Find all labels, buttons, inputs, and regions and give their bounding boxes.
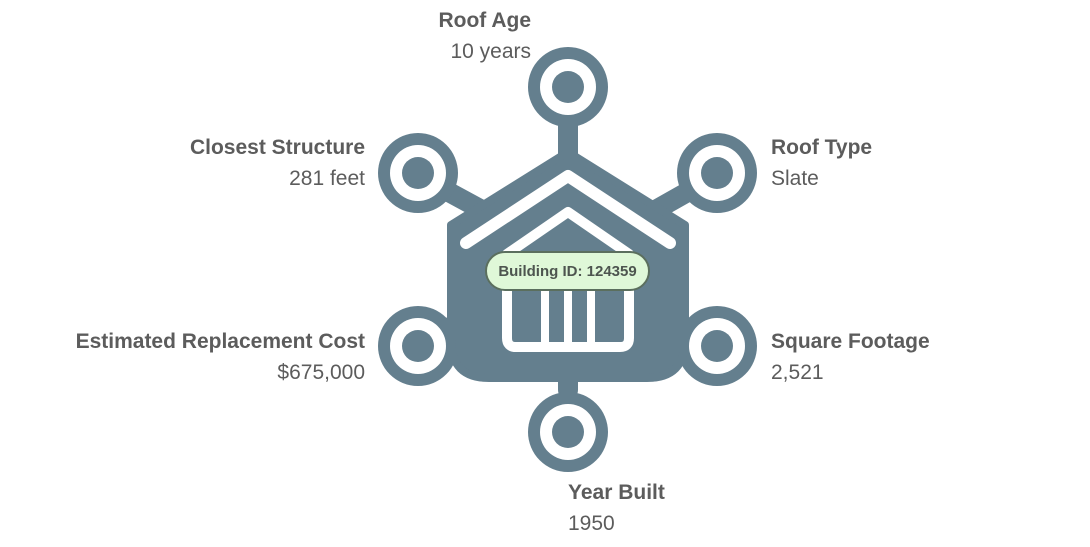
roof-type-title: Roof Type bbox=[771, 136, 873, 159]
square-footage-title: Square Footage bbox=[771, 330, 930, 353]
roof-age-label: Roof Age 10 years bbox=[365, 10, 531, 62]
year-built-label: Year Built 1950 bbox=[568, 482, 768, 534]
estimated-replacement-cost-title: Estimated Replacement Cost bbox=[75, 330, 365, 353]
estimated-replacement-cost-label: Estimated Replacement Cost $675,000 bbox=[20, 331, 365, 383]
roof-type-label: Roof Type Slate bbox=[771, 137, 991, 189]
closest-structure-label: Closest Structure 281 feet bbox=[120, 137, 365, 189]
roof-age-title: Roof Age bbox=[438, 9, 531, 32]
closest-structure-value: 281 feet bbox=[289, 167, 365, 190]
roof-stripe bbox=[460, 170, 676, 249]
year-built-value: 1950 bbox=[568, 512, 615, 535]
estimated-replacement-cost-value: $675,000 bbox=[277, 361, 365, 384]
roof-type-value: Slate bbox=[771, 167, 819, 190]
closest-structure-title: Closest Structure bbox=[189, 136, 365, 159]
roof-age-value: 10 years bbox=[450, 40, 531, 63]
building-id-badge: Building ID: 124359 bbox=[485, 251, 650, 291]
square-footage-value: 2,521 bbox=[771, 361, 824, 384]
year-built-title: Year Built bbox=[568, 481, 665, 504]
square-footage-label: Square Footage 2,521 bbox=[771, 331, 1021, 383]
